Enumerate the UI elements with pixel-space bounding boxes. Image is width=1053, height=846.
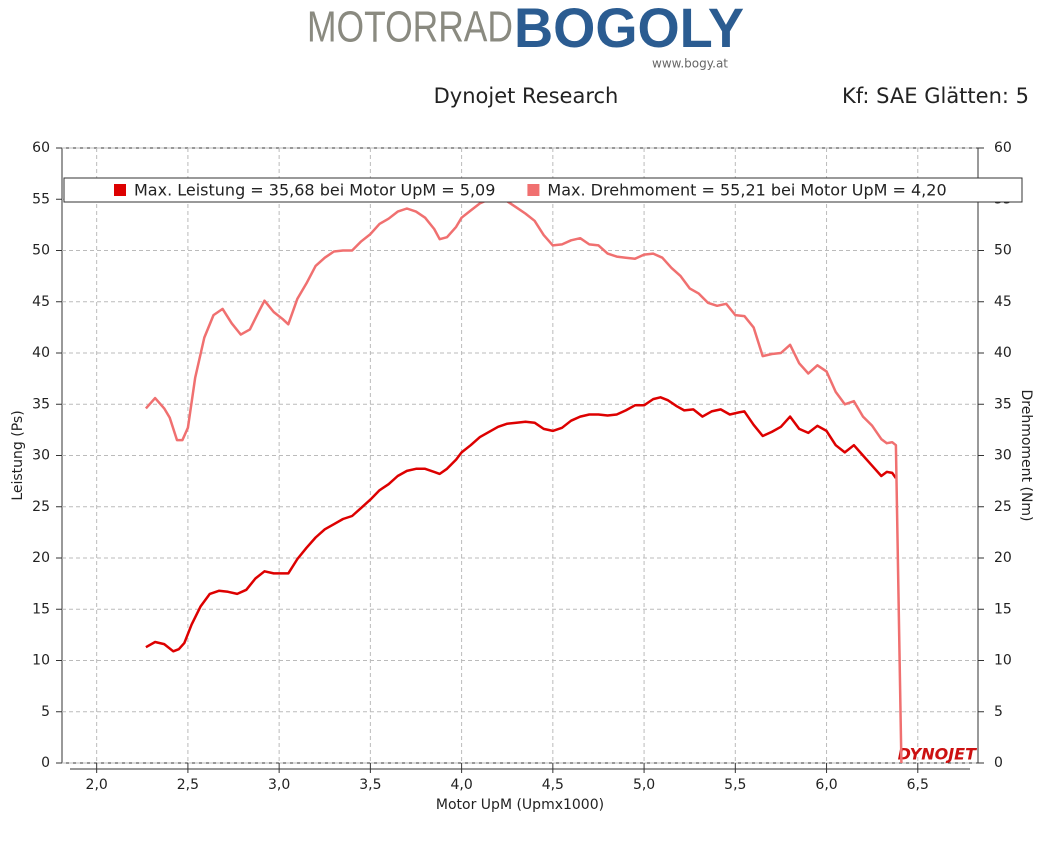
- x-tick-label: 2,0: [86, 777, 108, 793]
- x-tick-label: 5,0: [633, 777, 655, 793]
- subtitle: Dynojet Research: [434, 84, 619, 108]
- y2-tick-label: 5: [994, 704, 1003, 720]
- x-tick-label: 4,5: [542, 777, 564, 793]
- legend-swatch: [527, 184, 540, 196]
- watermark: DYNOJET: [898, 745, 978, 764]
- y2-tick-label: 10: [994, 653, 1012, 669]
- x-tick-label: 2,5: [177, 777, 199, 793]
- y2-tick-label: 20: [994, 550, 1012, 566]
- y-tick-label: 25: [32, 499, 50, 515]
- y-tick-label: 40: [32, 345, 50, 361]
- y-tick-label: 10: [32, 653, 50, 669]
- legend-label: Max. Leistung = 35,68 bei Motor UpM = 5,…: [134, 181, 495, 200]
- data-line: [145, 396, 897, 653]
- y-tick-label: 35: [32, 396, 50, 412]
- x-tick-label: 3,0: [268, 777, 290, 793]
- y2-tick-label: 45: [994, 294, 1012, 310]
- logo-left: MOTORRAD: [307, 3, 513, 52]
- logo-right: BOGOLY: [514, 0, 744, 59]
- x-tick-label: 3,5: [359, 777, 381, 793]
- y-tick-label: 15: [32, 601, 50, 617]
- y2-tick-label: 40: [994, 345, 1012, 361]
- y-axis-label: Leistung (Ps): [10, 410, 26, 500]
- y2-axis-label: Drehmoment (Nm): [1018, 389, 1034, 521]
- legend-label: Max. Drehmoment = 55,21 bei Motor UpM = …: [547, 181, 946, 200]
- y-tick-label: 30: [32, 448, 50, 464]
- y2-tick-label: 25: [994, 499, 1012, 515]
- y-tick-label: 50: [32, 243, 50, 259]
- legend-swatch: [114, 184, 126, 196]
- settings: Kf: SAE Glätten: 5: [842, 84, 1029, 108]
- y-tick-label: 20: [32, 550, 50, 566]
- x-tick-label: 5,5: [724, 777, 746, 793]
- legend: [63, 177, 1023, 203]
- y2-tick-label: 15: [994, 601, 1012, 617]
- y-tick-label: 0: [41, 755, 50, 771]
- y-tick-label: 45: [32, 294, 50, 310]
- y-tick-label: 55: [32, 191, 50, 207]
- y2-tick-label: 60: [994, 140, 1012, 156]
- y-tick-label: 5: [41, 704, 50, 720]
- y2-tick-label: 35: [994, 396, 1012, 412]
- x-tick-label: 4,0: [450, 777, 472, 793]
- y-tick-label: 60: [32, 140, 50, 156]
- x-tick-label: 6,5: [907, 777, 929, 793]
- data-line: [144, 195, 903, 764]
- x-axis-label: Motor UpM (Upmx1000): [436, 797, 604, 813]
- y2-tick-label: 50: [994, 243, 1012, 259]
- logo-url: www.bogy.at: [652, 57, 728, 71]
- x-tick-label: 6,0: [815, 777, 837, 793]
- y2-tick-label: 30: [994, 448, 1012, 464]
- y2-tick-label: 0: [994, 755, 1003, 771]
